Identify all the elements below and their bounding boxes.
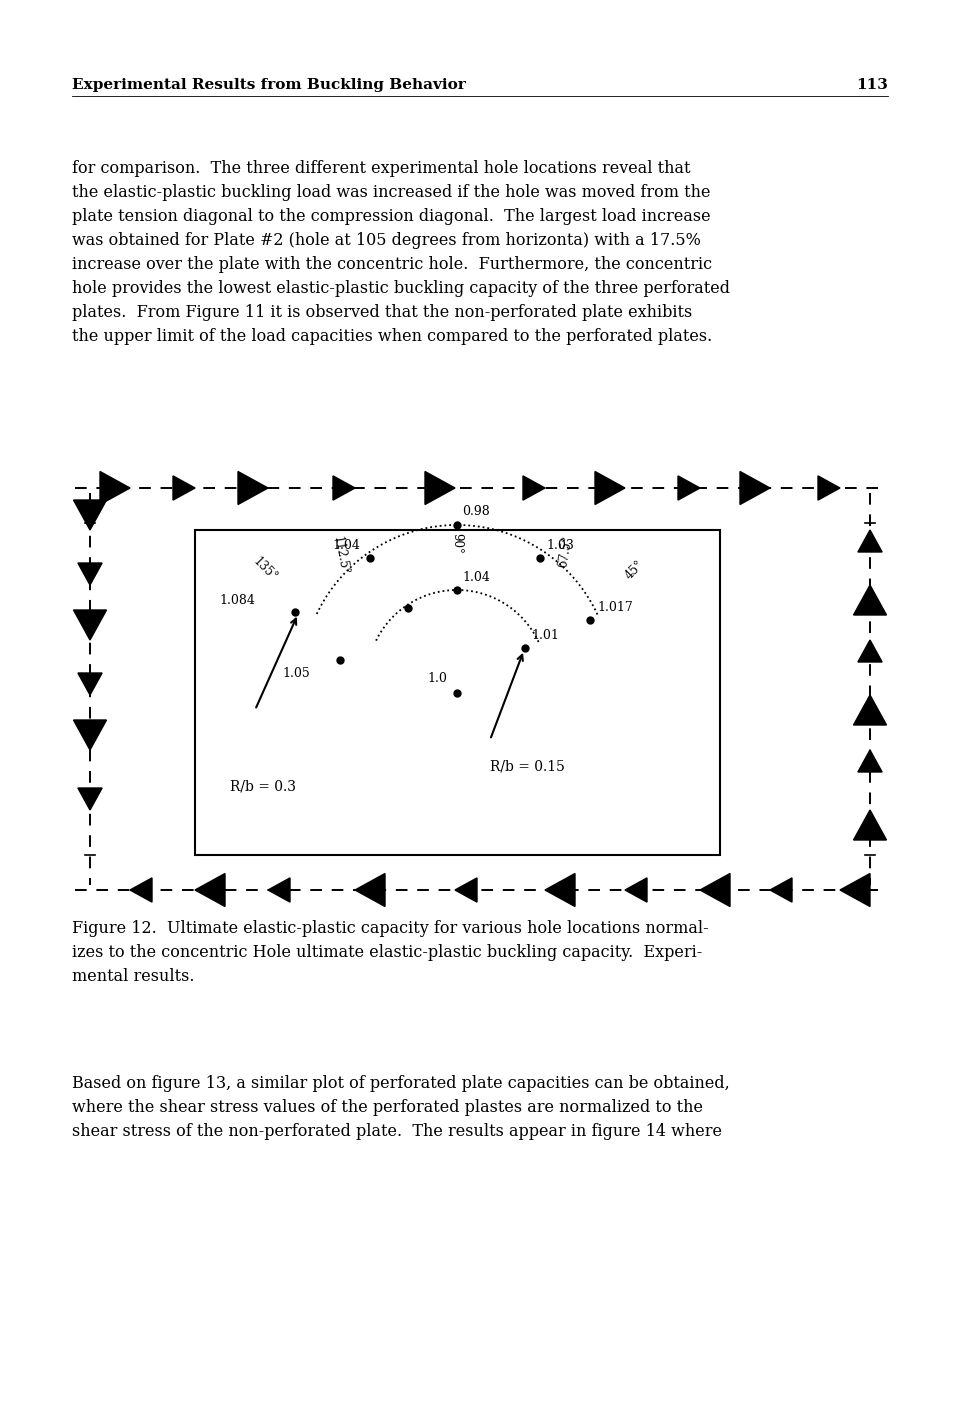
- Text: 1.01: 1.01: [531, 629, 559, 641]
- Polygon shape: [78, 673, 102, 695]
- Text: R/b = 0.15: R/b = 0.15: [490, 761, 564, 773]
- Text: 112.5°: 112.5°: [330, 535, 349, 576]
- Polygon shape: [858, 531, 882, 552]
- Text: 1.04: 1.04: [462, 570, 490, 585]
- Polygon shape: [74, 499, 107, 531]
- Text: the elastic-plastic buckling load was increased if the hole was moved from the: the elastic-plastic buckling load was in…: [72, 184, 710, 201]
- Text: was obtained for Plate #2 (hole at 105 degrees from horizonta) with a 17.5%: was obtained for Plate #2 (hole at 105 d…: [72, 231, 701, 248]
- Text: 45°: 45°: [623, 558, 647, 582]
- Polygon shape: [455, 878, 477, 902]
- Polygon shape: [858, 751, 882, 772]
- Polygon shape: [853, 810, 886, 840]
- Text: 90°: 90°: [450, 534, 464, 553]
- Text: 113: 113: [856, 78, 888, 92]
- Polygon shape: [678, 475, 700, 499]
- Polygon shape: [770, 878, 792, 902]
- Polygon shape: [195, 874, 225, 907]
- Bar: [195, 531, 720, 856]
- Text: 1.04: 1.04: [332, 539, 360, 552]
- Text: where the shear stress values of the perforated plastes are normalized to the: where the shear stress values of the per…: [72, 1098, 703, 1115]
- Polygon shape: [740, 471, 770, 505]
- Text: 1.05: 1.05: [282, 667, 310, 680]
- Polygon shape: [355, 874, 385, 907]
- Polygon shape: [173, 475, 195, 499]
- Polygon shape: [100, 471, 130, 505]
- Text: 1.03: 1.03: [546, 539, 574, 552]
- Polygon shape: [238, 471, 268, 505]
- Polygon shape: [858, 640, 882, 663]
- Polygon shape: [523, 475, 545, 499]
- Text: 1.0: 1.0: [427, 673, 447, 685]
- Polygon shape: [333, 475, 355, 499]
- Polygon shape: [625, 878, 647, 902]
- Polygon shape: [425, 471, 455, 505]
- Polygon shape: [595, 471, 625, 505]
- Polygon shape: [78, 563, 102, 585]
- Text: Experimental Results from Buckling Behavior: Experimental Results from Buckling Behav…: [72, 78, 466, 92]
- Text: 1.017: 1.017: [597, 602, 633, 614]
- Text: 0.98: 0.98: [462, 505, 490, 518]
- Text: izes to the concentric Hole ultimate elastic-plastic buckling capacity.  Experi-: izes to the concentric Hole ultimate ela…: [72, 944, 703, 961]
- Polygon shape: [853, 585, 886, 614]
- Text: 67.5°: 67.5°: [557, 535, 575, 569]
- Text: shear stress of the non-perforated plate.  The results appear in figure 14 where: shear stress of the non-perforated plate…: [72, 1122, 722, 1139]
- Text: increase over the plate with the concentric hole.  Furthermore, the concentric: increase over the plate with the concent…: [72, 255, 712, 272]
- Text: R/b = 0.3: R/b = 0.3: [230, 780, 296, 795]
- Text: 1.084: 1.084: [219, 595, 255, 607]
- Polygon shape: [700, 874, 730, 907]
- Polygon shape: [74, 719, 107, 751]
- Text: 135°: 135°: [251, 555, 279, 585]
- Text: mental results.: mental results.: [72, 968, 195, 985]
- Text: the upper limit of the load capacities when compared to the perforated plates.: the upper limit of the load capacities w…: [72, 328, 712, 345]
- Text: plate tension diagonal to the compression diagonal.  The largest load increase: plate tension diagonal to the compressio…: [72, 209, 710, 226]
- Text: Figure 12.  Ultimate elastic-plastic capacity for various hole locations normal-: Figure 12. Ultimate elastic-plastic capa…: [72, 920, 708, 937]
- Text: Based on figure 13, a similar plot of perforated plate capacities can be obtaine: Based on figure 13, a similar plot of pe…: [72, 1076, 730, 1093]
- Polygon shape: [78, 788, 102, 810]
- Polygon shape: [130, 878, 152, 902]
- Polygon shape: [853, 695, 886, 725]
- Text: plates.  From Figure 11 it is observed that the non-perforated plate exhibits: plates. From Figure 11 it is observed th…: [72, 304, 692, 321]
- Polygon shape: [840, 874, 870, 907]
- Polygon shape: [545, 874, 575, 907]
- Polygon shape: [268, 878, 290, 902]
- Polygon shape: [818, 475, 840, 499]
- Text: hole provides the lowest elastic-plastic buckling capacity of the three perforat: hole provides the lowest elastic-plastic…: [72, 280, 730, 297]
- Text: for comparison.  The three different experimental hole locations reveal that: for comparison. The three different expe…: [72, 160, 690, 177]
- Polygon shape: [74, 610, 107, 640]
